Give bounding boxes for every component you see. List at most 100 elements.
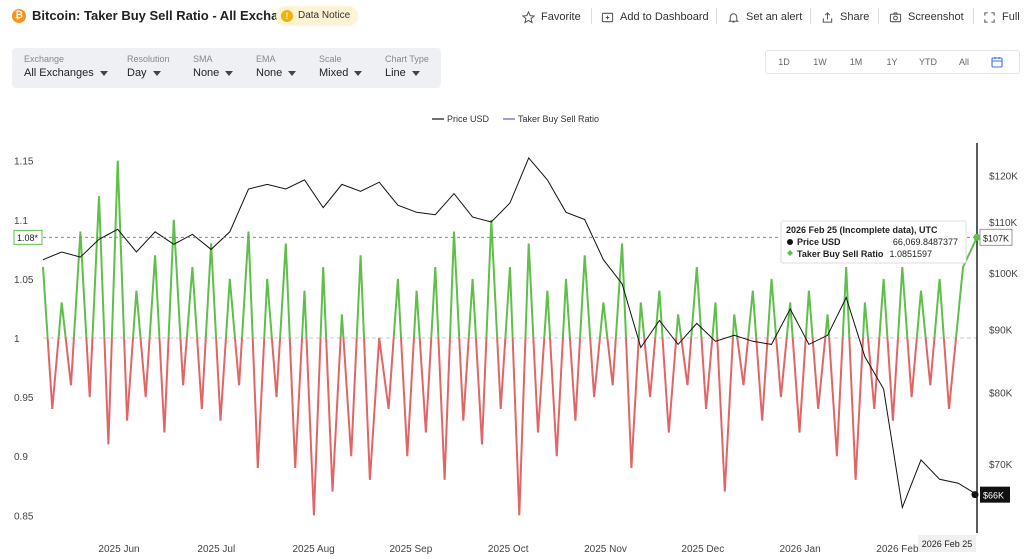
legend-ratio-label: Taker Buy Sell Ratio	[518, 114, 599, 124]
range-all-button[interactable]: All	[958, 57, 969, 67]
resolution-select[interactable]: Resolution Day	[127, 54, 170, 79]
dashboard-add-icon	[601, 12, 614, 22]
star-icon	[522, 10, 535, 24]
y-right-tick-label: $90K	[989, 325, 1013, 336]
header-divider	[878, 8, 879, 24]
warning-icon: !	[281, 10, 293, 22]
exchange-select[interactable]: Exchange All Exchanges	[24, 54, 108, 79]
resolution-value: Day	[127, 67, 147, 79]
scale-label: Scale	[319, 54, 342, 64]
tooltip-price-label: Price USD	[797, 237, 841, 247]
screenshot-label: Screenshot	[908, 11, 964, 23]
scale-select[interactable]: Scale Mixed	[319, 54, 363, 79]
x-tick-label: 2025 Sep	[389, 544, 432, 555]
favorite-label: Favorite	[541, 11, 581, 23]
sma-value: None	[193, 67, 220, 79]
y-left-tick-label: 1	[14, 334, 20, 345]
caret-down-icon	[411, 70, 420, 76]
x-tick-label: 2025 Jul	[197, 544, 235, 555]
caret-down-icon	[288, 70, 297, 76]
x-tick-label: 2026 Feb	[876, 544, 919, 555]
scale-value: Mixed	[319, 67, 349, 79]
bitcoin-logo-icon: ₿	[12, 9, 26, 23]
current-ratio-badge	[13, 229, 43, 245]
x-tick-label: 2026 Jan	[780, 544, 821, 555]
current-price-label: $66K	[983, 491, 1004, 501]
x-tick-label: 2025 Nov	[584, 544, 627, 555]
range-1m-button[interactable]: 1M	[849, 57, 863, 67]
data-notice-label: Data Notice	[298, 10, 351, 21]
y-right-tick-label: $100K	[989, 269, 1018, 280]
chart-type-value: Line	[385, 67, 406, 79]
header-divider	[973, 8, 974, 24]
ema-value: None	[256, 67, 283, 79]
tooltip-price-marker	[787, 239, 793, 245]
exchange-label: Exchange	[24, 54, 65, 64]
sma-select[interactable]: SMA None	[193, 54, 234, 79]
range-ytd-button[interactable]: YTD	[919, 57, 937, 67]
share-label: Share	[840, 11, 870, 23]
header-divider	[810, 8, 811, 24]
fullscreen-label: Full	[1002, 11, 1020, 23]
x-tick-label: 2025 Dec	[681, 544, 724, 555]
y-right-tick-label: $120K	[989, 171, 1018, 182]
crosshair-date-badge	[918, 535, 976, 552]
share-icon	[822, 11, 833, 23]
price-high-label: $107K	[983, 233, 1009, 243]
tooltip-price-value: 66,069.8487377	[893, 237, 958, 247]
y-right-tick-label: $70K	[989, 460, 1013, 471]
ema-select[interactable]: EMA None	[256, 54, 297, 79]
data-notice-badge[interactable]: ! Data Notice	[276, 6, 359, 26]
y-left-tick-label: 1.1	[14, 216, 28, 227]
calendar-icon	[991, 57, 1003, 68]
caret-down-icon	[354, 70, 363, 76]
screenshot-button[interactable]: Screenshot	[889, 8, 964, 26]
set-alert-button[interactable]: Set an alert	[727, 8, 802, 26]
price-crosshair-marker	[971, 491, 979, 499]
y-left-tick-label: 0.95	[14, 393, 34, 404]
y-left-tick-label: 1.05	[14, 275, 34, 286]
tooltip-ratio-marker	[787, 250, 793, 256]
caret-down-icon	[225, 70, 234, 76]
y-right-tick-label: $110K	[989, 218, 1018, 229]
y-left-tick-label: 0.85	[14, 511, 34, 522]
time-range-selector: 1D 1W 1M 1Y YTD All	[765, 50, 1020, 74]
y-left-tick-label: 0.9	[14, 452, 28, 463]
current-ratio-label: 1.08*	[17, 233, 39, 243]
range-1w-button[interactable]: 1W	[813, 57, 827, 67]
ratio-crosshair-marker	[973, 233, 981, 241]
bell-icon	[728, 12, 739, 23]
caret-down-icon	[152, 70, 161, 76]
price-high-badge	[979, 228, 1013, 246]
x-tick-label: 2025 Oct	[488, 544, 529, 555]
favorite-button[interactable]: Favorite	[522, 8, 581, 26]
fullscreen-button[interactable]: Full	[983, 8, 1020, 26]
range-1y-button[interactable]: 1Y	[886, 57, 898, 67]
current-price-badge	[980, 486, 1010, 503]
exchange-value: All Exchanges	[24, 67, 94, 79]
share-button[interactable]: Share	[821, 8, 869, 26]
tooltip-ratio-value: 1.0851597	[889, 249, 932, 259]
tooltip-box	[780, 220, 967, 264]
sma-label: SMA	[193, 54, 213, 64]
tooltip-title: 2026 Feb 25 (Incomplete data), UTC	[786, 225, 938, 235]
chart-controls-bar: Exchange All Exchanges Resolution Day SM…	[12, 48, 441, 88]
add-to-dashboard-button[interactable]: Add to Dashboard	[601, 8, 709, 26]
ema-label: EMA	[256, 54, 276, 64]
legend-price-label: Price USD	[447, 114, 490, 124]
crosshair-date-label: 2026 Feb 25	[922, 539, 973, 549]
set-alert-label: Set an alert	[746, 11, 803, 23]
header-divider	[716, 8, 717, 24]
caret-down-icon	[99, 70, 108, 76]
calendar-button[interactable]	[982, 56, 1012, 68]
chart-type-select[interactable]: Chart Type Line	[385, 54, 429, 79]
header-divider	[591, 8, 592, 24]
range-1d-button[interactable]: 1D	[778, 57, 790, 67]
chart-type-label: Chart Type	[385, 54, 429, 64]
ratio-series-line-below	[46, 338, 958, 516]
x-tick-label: 2025 Jun	[98, 544, 139, 555]
x-tick-label: 2025 Aug	[292, 544, 334, 555]
y-right-tick-label: $80K	[989, 388, 1013, 399]
page-header: ₿ Bitcoin: Taker Buy Sell Ratio - All Ex…	[0, 0, 1024, 34]
